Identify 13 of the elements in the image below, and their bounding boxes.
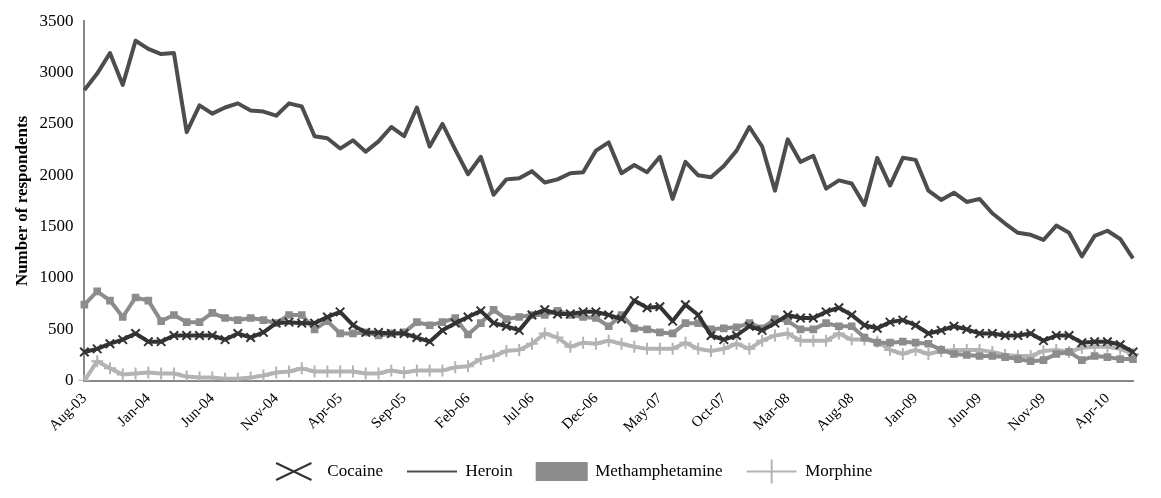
y-tick-label: 500 (47, 318, 74, 338)
y-tick-label: 2500 (39, 113, 74, 133)
y-axis-title: Number of respondents (11, 115, 31, 287)
y-tick-label: 1000 (39, 267, 74, 287)
y-tick-label: 3500 (39, 10, 74, 30)
y-tick-label: 0 (64, 370, 74, 390)
legend-label: Methamphetamine (595, 460, 723, 480)
legend-label: Cocaine (327, 460, 383, 480)
legend-label: Heroin (465, 460, 514, 480)
legend-label: Morphine (805, 460, 873, 480)
y-tick-label: 2000 (39, 164, 74, 184)
y-tick-label: 1500 (39, 216, 74, 236)
y-tick-label: 3000 (39, 62, 74, 82)
